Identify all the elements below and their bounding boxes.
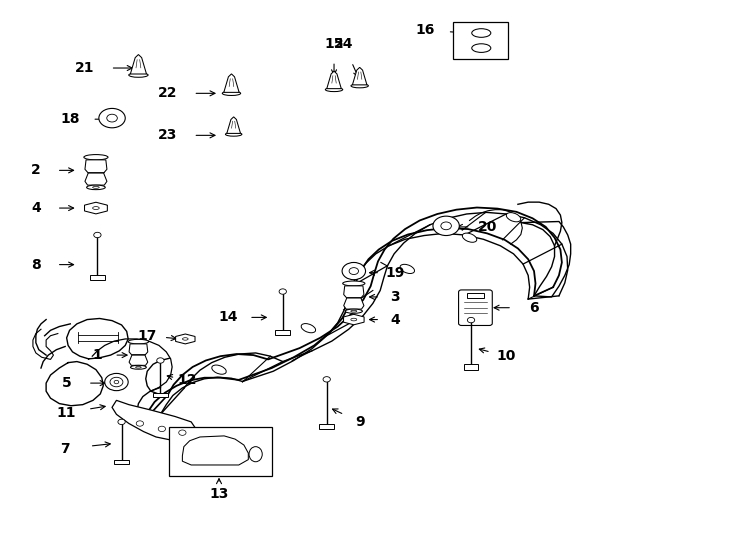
Bar xyxy=(170,427,272,476)
Polygon shape xyxy=(85,173,107,185)
Text: 24: 24 xyxy=(334,37,353,51)
Bar xyxy=(454,22,509,59)
Circle shape xyxy=(99,109,126,128)
Ellipse shape xyxy=(506,213,520,222)
Circle shape xyxy=(137,421,144,426)
Ellipse shape xyxy=(222,91,241,96)
Text: 20: 20 xyxy=(478,220,498,234)
Ellipse shape xyxy=(92,186,99,188)
Circle shape xyxy=(159,426,166,431)
Polygon shape xyxy=(327,71,341,89)
Ellipse shape xyxy=(472,29,491,37)
Text: 11: 11 xyxy=(57,406,76,420)
Ellipse shape xyxy=(225,132,242,136)
Polygon shape xyxy=(84,202,107,214)
Text: 16: 16 xyxy=(416,23,435,37)
Ellipse shape xyxy=(462,233,477,242)
Polygon shape xyxy=(227,117,241,133)
Text: 21: 21 xyxy=(75,61,95,75)
Bar xyxy=(464,364,479,369)
Ellipse shape xyxy=(128,73,148,77)
Ellipse shape xyxy=(400,265,415,274)
Circle shape xyxy=(349,268,358,274)
Ellipse shape xyxy=(92,207,99,210)
Circle shape xyxy=(323,376,330,382)
Polygon shape xyxy=(344,298,364,309)
Ellipse shape xyxy=(131,366,146,369)
Ellipse shape xyxy=(178,338,192,341)
Bar xyxy=(115,460,129,464)
Text: 7: 7 xyxy=(60,442,70,456)
Text: 23: 23 xyxy=(158,129,178,143)
Polygon shape xyxy=(131,55,147,74)
Polygon shape xyxy=(85,160,107,173)
Polygon shape xyxy=(129,355,148,366)
Polygon shape xyxy=(344,286,364,298)
Text: 18: 18 xyxy=(60,112,80,126)
Text: 3: 3 xyxy=(390,290,399,304)
Text: 13: 13 xyxy=(209,487,229,501)
Ellipse shape xyxy=(351,84,368,88)
Circle shape xyxy=(342,262,366,280)
Bar xyxy=(90,275,105,280)
Ellipse shape xyxy=(346,318,362,322)
Ellipse shape xyxy=(249,447,262,462)
Text: 22: 22 xyxy=(158,86,178,100)
Ellipse shape xyxy=(325,87,343,92)
Circle shape xyxy=(441,222,451,230)
Ellipse shape xyxy=(351,318,357,321)
Bar xyxy=(153,393,168,397)
Bar xyxy=(319,423,334,429)
Polygon shape xyxy=(224,74,239,92)
Text: 6: 6 xyxy=(529,301,539,315)
Ellipse shape xyxy=(84,154,108,160)
Text: 12: 12 xyxy=(178,374,197,387)
Text: 19: 19 xyxy=(385,266,404,280)
Text: 15: 15 xyxy=(324,37,344,51)
Text: 4: 4 xyxy=(31,201,40,215)
Ellipse shape xyxy=(183,338,188,340)
Ellipse shape xyxy=(472,44,491,52)
Text: 10: 10 xyxy=(496,349,516,363)
Circle shape xyxy=(279,289,286,294)
Ellipse shape xyxy=(87,207,104,211)
FancyBboxPatch shape xyxy=(459,290,493,326)
Circle shape xyxy=(433,216,459,235)
Circle shape xyxy=(468,318,475,323)
Circle shape xyxy=(118,419,126,424)
Circle shape xyxy=(157,358,164,363)
Ellipse shape xyxy=(212,365,226,374)
Ellipse shape xyxy=(87,185,105,190)
Text: 1: 1 xyxy=(92,348,102,362)
Polygon shape xyxy=(175,334,195,344)
Circle shape xyxy=(106,114,117,122)
Circle shape xyxy=(114,380,119,384)
Polygon shape xyxy=(182,436,248,465)
Ellipse shape xyxy=(351,310,357,312)
Circle shape xyxy=(178,430,186,435)
Text: 8: 8 xyxy=(31,258,40,272)
Ellipse shape xyxy=(136,367,141,368)
Polygon shape xyxy=(344,314,364,325)
Circle shape xyxy=(110,377,123,387)
Ellipse shape xyxy=(301,323,316,333)
Text: 14: 14 xyxy=(218,310,238,325)
Text: 2: 2 xyxy=(31,164,40,177)
Text: 9: 9 xyxy=(355,415,365,429)
Polygon shape xyxy=(129,344,148,355)
Circle shape xyxy=(105,374,128,390)
Circle shape xyxy=(94,232,101,238)
Bar xyxy=(467,293,484,298)
Ellipse shape xyxy=(345,309,363,313)
Ellipse shape xyxy=(343,281,365,286)
Text: 17: 17 xyxy=(137,329,157,343)
Polygon shape xyxy=(112,400,195,440)
Ellipse shape xyxy=(128,340,149,344)
Text: 4: 4 xyxy=(390,313,400,327)
Polygon shape xyxy=(352,68,367,85)
Bar xyxy=(275,330,290,335)
Text: 5: 5 xyxy=(62,376,71,390)
